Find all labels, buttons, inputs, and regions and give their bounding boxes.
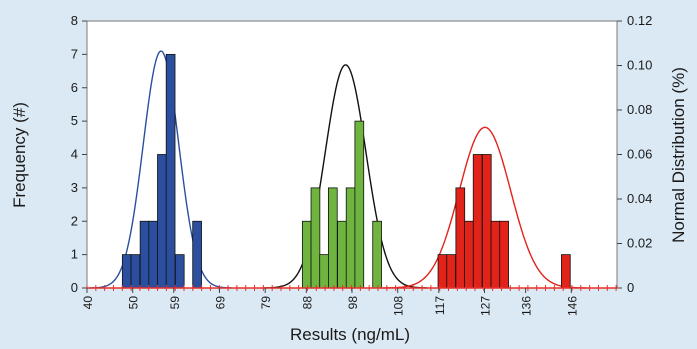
histogram-bar	[464, 220, 474, 289]
y2-tick-label: 0.12	[627, 13, 652, 28]
histogram-bar	[192, 220, 202, 289]
histogram-bar	[301, 220, 312, 289]
histogram-bar	[437, 254, 448, 289]
histogram-bar	[446, 254, 456, 289]
histogram-bar	[310, 187, 321, 289]
histogram-bar	[174, 254, 185, 289]
histogram-bar	[345, 187, 356, 289]
x-tick-label: 98	[346, 296, 360, 310]
x-tick-label: 108	[392, 296, 406, 316]
y2-tick-label: 0	[627, 280, 634, 295]
histogram-bar	[499, 220, 509, 289]
y2-tick-label: 0.06	[627, 147, 652, 162]
normal-curve	[263, 64, 428, 289]
x-tick-label: 59	[168, 296, 182, 310]
normal-curves	[89, 50, 587, 289]
y-tick-label: 6	[71, 80, 78, 95]
y2-tick-label: 0.02	[627, 236, 652, 251]
x-tick-label: 79	[259, 296, 273, 310]
histogram-bar	[327, 187, 338, 289]
x-tick-label: 146	[565, 296, 579, 316]
histogram-bar	[481, 154, 492, 289]
histogram-bar	[490, 220, 501, 289]
x-tick-label: 69	[214, 296, 228, 310]
y-tick-label: 2	[71, 213, 78, 228]
histogram-bar	[157, 154, 167, 289]
x-tick-label: 88	[300, 296, 314, 310]
y2-axis-label: Normal Distribution (%)	[669, 67, 688, 243]
y-axis-label: Frequency (#)	[10, 102, 29, 208]
y2-tick-label: 0.10	[627, 58, 652, 73]
histogram-bar	[337, 220, 347, 289]
axes: 40 50 59 69 79 88 98 108 117 127 136 146 0 1 2 3 4 5 6 7 8 0 0…	[71, 13, 653, 316]
histogram-bars	[121, 53, 571, 289]
x-tick-label: 50	[127, 296, 141, 310]
y-tick-label: 7	[71, 46, 78, 61]
x-tick-label: 117	[433, 296, 447, 315]
y-tick-label: 4	[71, 147, 78, 162]
y-tick-label: 1	[71, 247, 78, 262]
y-tick-label: 0	[71, 280, 78, 295]
normal-curve	[382, 126, 587, 289]
y-tick-label: 8	[71, 13, 78, 28]
x-axis-label: Results (ng/mL)	[290, 325, 410, 344]
histogram-bar	[472, 154, 483, 289]
y2-tick-label: 0.04	[627, 191, 652, 206]
histogram-bar	[148, 220, 159, 289]
histogram-bar	[372, 220, 382, 289]
x-tick-label: 40	[81, 296, 95, 310]
normal-curve	[89, 50, 232, 289]
histogram-bar	[354, 120, 365, 289]
y-tick-label: 3	[71, 180, 78, 195]
y2-tick-label: 0.08	[627, 102, 652, 117]
histogram-bar	[130, 254, 141, 289]
histogram-bar	[561, 254, 571, 289]
histogram-bar	[165, 53, 176, 289]
y-tick-label: 5	[71, 113, 78, 128]
histogram-bar	[121, 254, 132, 289]
histogram-bar	[139, 220, 150, 289]
histogram-bar	[319, 254, 329, 289]
histogram-bar	[455, 187, 466, 289]
x-tick-label: 127	[479, 296, 493, 316]
x-tick-label: 136	[520, 296, 534, 316]
